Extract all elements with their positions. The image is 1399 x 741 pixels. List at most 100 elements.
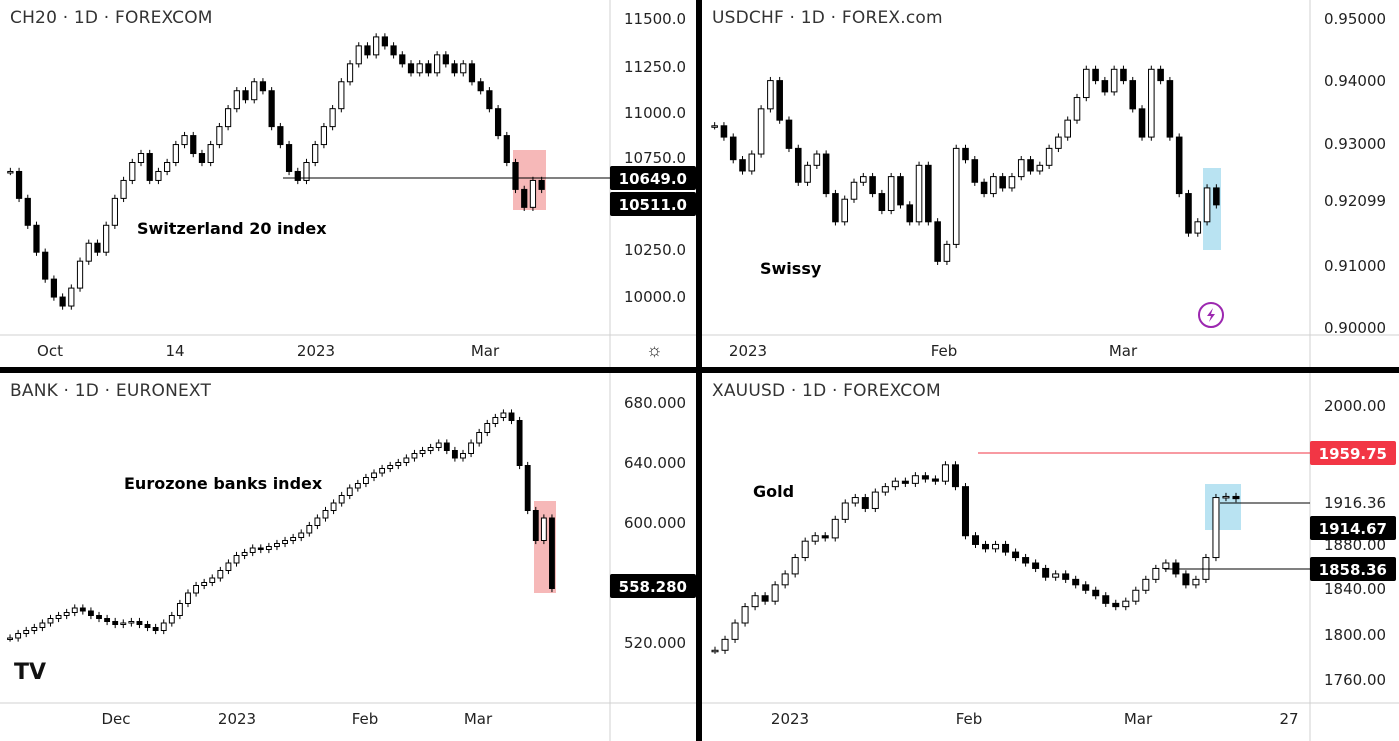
price-tag-label: 1858.36: [1319, 561, 1387, 579]
x-tick-label: Feb: [956, 710, 983, 728]
candle-body: [59, 296, 66, 307]
candle-body: [721, 638, 729, 651]
candle-body: [521, 188, 528, 208]
candle-body: [832, 193, 839, 223]
chart-svg-bank: 680.000 640.000 600.000 520.000 Dec 2023 Feb Ma…: [0, 373, 696, 741]
chart-panel-xauusd[interactable]: 2000.00 1916.36 1880.00 1840.00 1800.00 1760.…: [702, 373, 1399, 741]
candle-body: [720, 125, 728, 138]
candle-body: [841, 198, 849, 223]
candle-body: [33, 224, 40, 253]
y-tick-label: 10250.0: [624, 241, 686, 259]
candle-body: [1120, 68, 1127, 82]
tradingview-logo: TV: [14, 660, 47, 685]
y-tick-label: 640.000: [624, 454, 686, 472]
candle-body: [887, 176, 895, 212]
candle-body: [748, 153, 756, 172]
candle-body: [878, 193, 886, 212]
lightning-bolt: [1207, 308, 1215, 322]
candle-body: [79, 607, 86, 612]
candle-body: [39, 622, 46, 628]
chart-svg-xauusd: 2000.00 1916.36 1880.00 1840.00 1800.00 1760.…: [702, 373, 1399, 741]
candle-body: [992, 543, 1000, 550]
candle-body: [338, 495, 345, 504]
settings-icon[interactable]: ☼: [646, 340, 663, 360]
candle-body: [242, 90, 249, 101]
candle-body: [711, 649, 719, 653]
candle-body: [1017, 159, 1025, 178]
candle-body: [477, 81, 484, 92]
candle-body: [181, 135, 188, 146]
y-tick-label: 11000.0: [624, 104, 686, 122]
x-tick-label: 2023: [771, 710, 809, 728]
candle-body: [31, 627, 38, 631]
chart-panel-bank[interactable]: 680.000 640.000 600.000 520.000 Dec 2023 Feb Ma…: [0, 373, 696, 741]
candle-body: [962, 147, 969, 161]
candle-body: [897, 176, 904, 206]
candle-body: [943, 243, 951, 262]
y-tick-label: 0.90000: [1324, 319, 1386, 337]
price-tag: [610, 192, 696, 216]
candle-body: [451, 63, 458, 74]
candle-body: [233, 90, 240, 110]
candle-body: [120, 179, 127, 199]
candle-body: [494, 108, 502, 137]
candle-body: [1110, 68, 1118, 93]
x-tick-label: Mar: [471, 342, 500, 360]
candle-body: [298, 532, 305, 538]
candle-body: [274, 543, 280, 547]
candle-body: [193, 585, 200, 594]
candle-body: [42, 251, 49, 280]
candle-body: [1027, 159, 1034, 172]
candle-body: [15, 633, 22, 639]
candle-body: [94, 242, 101, 253]
candle-body: [1142, 578, 1150, 591]
annotation-text: Switzerland 20 index: [137, 219, 327, 238]
candle-body: [268, 90, 275, 128]
candle-body: [314, 517, 321, 526]
candle-body: [484, 423, 491, 433]
candle-body: [503, 135, 510, 164]
candle-body: [329, 108, 336, 128]
candle-body: [915, 164, 923, 223]
candle-body: [442, 54, 449, 65]
candle-body: [164, 162, 171, 172]
candle-body: [1157, 68, 1164, 82]
candle-body: [791, 557, 799, 575]
y-tick-label: 1880.00: [1324, 536, 1386, 554]
y-tick-label: 11250.0: [624, 58, 686, 76]
y-tick-label: 0.94000: [1324, 72, 1386, 90]
x-tick-label: Feb: [931, 342, 958, 360]
y-tick-label: 11500.0: [624, 10, 686, 28]
candle-body: [224, 108, 232, 128]
candle-body: [1036, 164, 1044, 172]
candle-body: [460, 453, 466, 459]
candle-body: [1152, 567, 1160, 580]
candle-body: [512, 162, 519, 190]
candle-body: [538, 179, 545, 190]
candle-body: [303, 162, 310, 181]
chart-panel-ch20[interactable]: 11500.011250.011000.010750.010500.010250…: [0, 0, 696, 367]
candle-body: [801, 540, 809, 559]
candle-body: [379, 468, 386, 474]
candle-body: [711, 125, 718, 128]
candle-body: [500, 412, 507, 418]
annotation-text: Swissy: [760, 259, 822, 278]
candle-body: [1055, 136, 1062, 149]
x-tick-label: Dec: [101, 710, 130, 728]
candle-body: [416, 63, 423, 74]
chart-panel-usdchf[interactable]: 0.95000 0.94000 0.93000 0.92099 0.91000 0.900…: [702, 0, 1399, 367]
candle-body: [207, 144, 214, 163]
candle-body: [68, 287, 75, 307]
candle-body: [85, 242, 92, 262]
candle-body: [50, 278, 58, 298]
candle-body: [729, 136, 737, 161]
candle-body: [144, 624, 151, 628]
candle-body: [869, 176, 876, 195]
price-tag: [1310, 516, 1396, 540]
candle-body: [731, 622, 739, 640]
candle-body: [1008, 176, 1016, 189]
candle-body: [881, 486, 889, 493]
highlight-box: [1205, 484, 1241, 530]
candle-body: [901, 480, 909, 484]
candle-body: [282, 540, 288, 544]
